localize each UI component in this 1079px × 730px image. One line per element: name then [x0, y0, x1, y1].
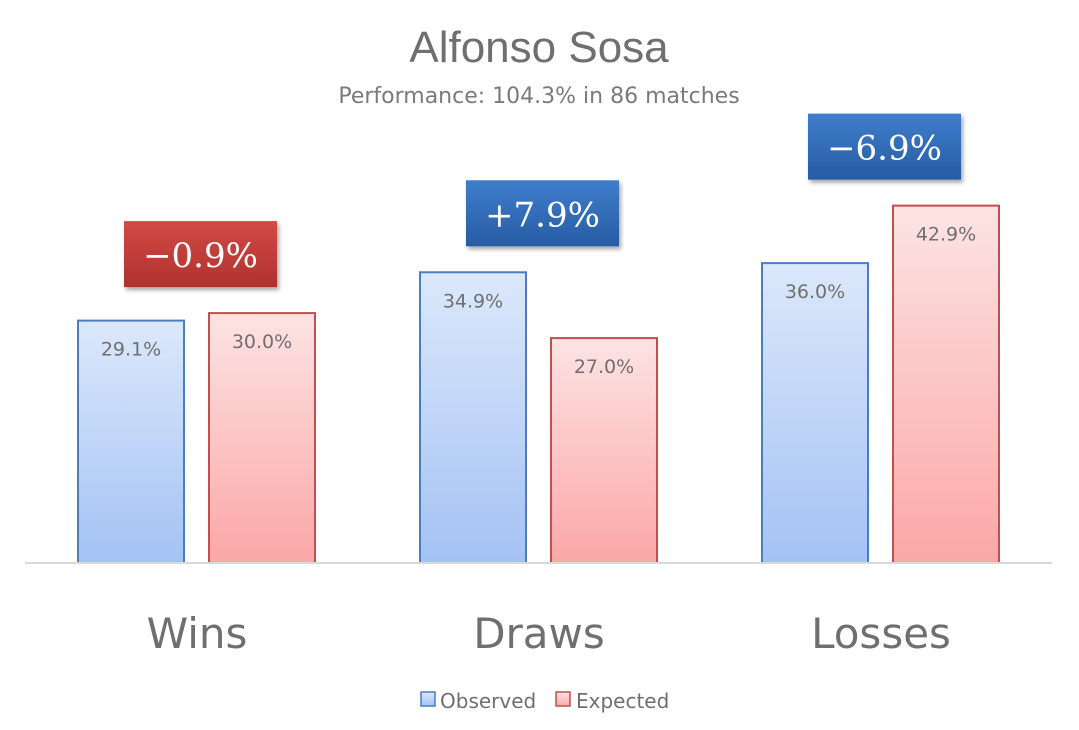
value-label-observed-wins: 29.1%	[101, 339, 161, 361]
bar-observed-losses	[761, 262, 869, 564]
legend-label-expected: Expected	[576, 689, 669, 713]
difference-box-losses	[808, 113, 961, 180]
bar-observed-wins	[77, 319, 185, 564]
value-label-expected-wins: 30.0%	[232, 331, 292, 353]
category-label-losses: Losses	[811, 609, 951, 658]
value-label-observed-losses: 36.0%	[785, 281, 845, 303]
value-label-expected-draws: 27.0%	[574, 356, 634, 378]
legend-label-observed: Observed	[440, 689, 536, 713]
category-label-wins: Wins	[147, 609, 248, 658]
difference-label-wins: −0.9%	[143, 236, 258, 276]
bar-expected-losses	[892, 204, 1000, 564]
difference-box-draws	[466, 180, 619, 247]
bars-layer: 29.1% 30.0% −0.9% Wins 34.9% 27.0% +7.9% Draws 3…	[77, 113, 1000, 658]
legend: Observed Expected	[420, 689, 669, 713]
difference-label-losses: −6.9%	[827, 129, 942, 169]
bar-expected-draws	[550, 337, 658, 564]
difference-badge-draws: +7.9%	[466, 180, 619, 247]
legend-swatch-observed	[420, 691, 436, 707]
bar-expected-wins	[208, 312, 316, 564]
value-label-observed-draws: 34.9%	[443, 290, 503, 312]
bar-observed-draws	[419, 271, 527, 564]
chart-subtitle: Performance: 104.3% in 86 matches	[338, 84, 739, 109]
difference-badge-wins: −0.9%	[124, 221, 277, 288]
difference-box-wins	[124, 221, 277, 288]
chart-title: Alfonso Sosa	[409, 23, 669, 72]
value-label-expected-losses: 42.9%	[916, 224, 976, 246]
difference-badge-losses: −6.9%	[808, 113, 961, 180]
legend-swatch-expected	[555, 691, 571, 707]
difference-label-draws: +7.9%	[485, 195, 600, 235]
category-label-draws: Draws	[473, 609, 605, 658]
